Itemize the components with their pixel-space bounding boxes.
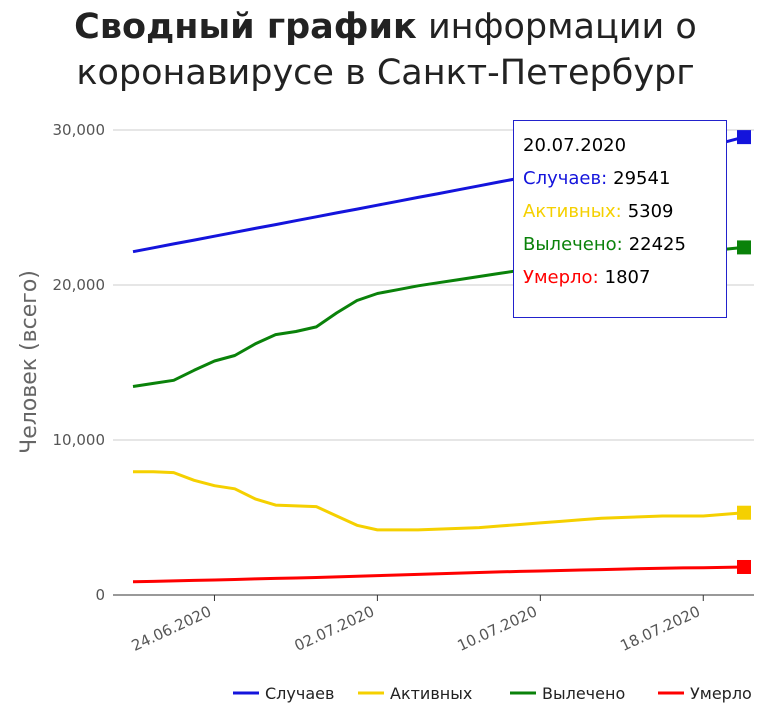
chart-title-rest: информации о коронавирусе в Санкт-Петерб…	[76, 7, 697, 93]
y-tick-label: 0	[95, 586, 105, 604]
chart-title: Сводный график информации о коронавирусе…	[0, 4, 771, 96]
legend-label: Случаев	[265, 684, 334, 703]
legend-item-cases[interactable]: Случаев	[233, 684, 334, 703]
data-tooltip: 20.07.2020 Случаев: 29541 Активных: 5309 В…	[513, 120, 727, 318]
tooltip-row-recovered: Вылечено: 22425	[523, 228, 726, 261]
legend-item-active[interactable]: Активных	[358, 684, 472, 703]
tooltip-row-deaths: Умерло: 1807	[523, 261, 726, 294]
x-tick-label: 18.07.2020	[618, 602, 703, 655]
tooltip-date: 20.07.2020	[523, 135, 627, 156]
tooltip-row-active: Активных: 5309	[523, 195, 726, 228]
x-tick-label: 24.06.2020	[129, 602, 214, 655]
tooltip-row-cases: Случаев: 29541	[523, 162, 726, 195]
y-tick-label: 30,000	[53, 121, 106, 139]
legend-item-deaths[interactable]: Умерло	[658, 684, 752, 703]
tooltip-label-active: Активных:	[523, 201, 622, 222]
legend-label: Вылечено	[542, 684, 625, 703]
y-axis-ticks: 0 10,000 20,000 30,000	[53, 121, 106, 604]
tooltip-label-recovered: Вылечено:	[523, 234, 623, 255]
y-tick-label: 10,000	[53, 431, 106, 449]
series-recovered-marker[interactable]	[737, 240, 751, 255]
legend[interactable]: Случаев Активных Вылечено Умерло	[233, 684, 752, 703]
tooltip-label-deaths: Умерло:	[523, 267, 599, 288]
tooltip-value-cases: 29541	[613, 168, 671, 189]
x-tick-label: 02.07.2020	[292, 602, 377, 655]
series-active-marker[interactable]	[737, 505, 751, 520]
tooltip-value-recovered: 22425	[628, 234, 686, 255]
tooltip-value-active: 5309	[627, 201, 674, 222]
series-cases-marker[interactable]	[737, 130, 751, 145]
y-tick-label: 20,000	[53, 276, 106, 294]
legend-label: Умерло	[690, 684, 752, 703]
series-deaths-line[interactable]	[132, 565, 745, 584]
tooltip-value-deaths: 1807	[604, 267, 651, 288]
series-deaths-marker[interactable]	[737, 559, 751, 574]
legend-label: Активных	[390, 684, 472, 703]
tooltip-label-cases: Случаев:	[523, 168, 608, 189]
chart-title-bold: Сводный график	[74, 7, 417, 47]
series-active-line[interactable]	[133, 470, 745, 532]
x-tick-label: 10.07.2020	[455, 602, 540, 655]
y-axis-label: Человек (всего)	[17, 270, 42, 454]
x-axis-ticks: 24.06.2020 02.07.2020 10.07.2020 18.07.2020	[129, 595, 704, 655]
legend-item-recovered[interactable]: Вылечено	[510, 684, 625, 703]
